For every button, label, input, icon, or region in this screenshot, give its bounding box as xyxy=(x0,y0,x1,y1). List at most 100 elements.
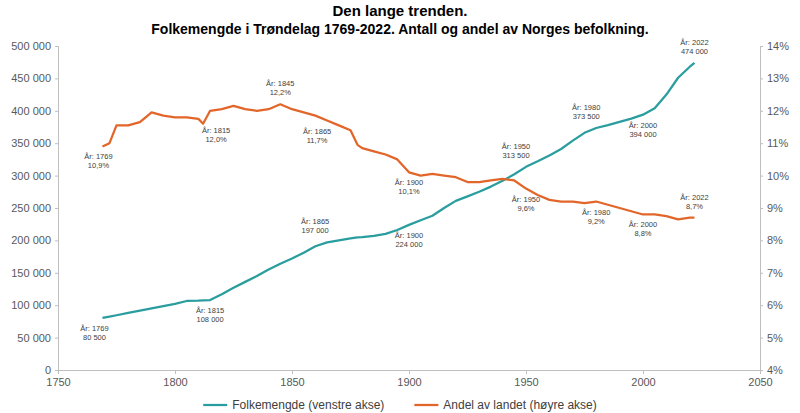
tick: 500 000 xyxy=(11,40,58,52)
tick-mark xyxy=(643,370,644,374)
tick-mark xyxy=(55,370,58,371)
annotation-line: 10,9% xyxy=(88,161,110,170)
tick-label: 500 000 xyxy=(11,40,51,52)
annotation-line: År: 1950 xyxy=(502,142,530,151)
tick-label: 0 xyxy=(45,364,51,376)
annotation: År: 19509,6% xyxy=(512,195,540,213)
tick: 8% xyxy=(760,234,783,246)
tick-mark xyxy=(760,338,763,339)
annotation-line: 8,8% xyxy=(634,229,651,238)
axis-line xyxy=(59,371,761,375)
chart-container: Den lange trenden. Folkemengde i Trøndela… xyxy=(0,0,800,413)
tick: 200 000 xyxy=(11,234,58,246)
tick-mark xyxy=(760,208,763,209)
tick-label: 350 000 xyxy=(11,137,51,149)
annotation-line: År: 1900 xyxy=(395,178,423,187)
tick: 2000 xyxy=(631,370,655,388)
annotation: År: 2022474 000 xyxy=(680,38,708,56)
annotation-line: 10,1% xyxy=(398,187,420,196)
annotation: År: 1950313 500 xyxy=(502,142,530,160)
annotations: År: 176980 500År: 1815108 000År: 1865197… xyxy=(80,38,708,342)
tick-mark xyxy=(55,208,58,209)
tick-label: 10% xyxy=(767,170,789,182)
annotation-line: År: 2022 xyxy=(680,38,708,47)
annotation: År: 184512,2% xyxy=(266,79,294,97)
tick-label: 200 000 xyxy=(11,234,51,246)
legend-swatch xyxy=(203,404,227,406)
legend-label: Folkemengde (venstre akse) xyxy=(232,398,384,412)
tick-mark xyxy=(760,176,763,177)
annotation-line: 313 500 xyxy=(502,151,529,160)
tick-mark xyxy=(55,240,58,241)
tick: 150 000 xyxy=(11,267,58,279)
tick-mark xyxy=(55,78,58,79)
annotation-line: 12,2% xyxy=(270,88,292,97)
annotation: År: 20228,7% xyxy=(680,193,708,211)
tick-label: 450 000 xyxy=(11,72,51,84)
annotation-line: År: 1950 xyxy=(512,195,540,204)
annotation-line: 224 000 xyxy=(395,240,422,249)
annotation-line: År: 2022 xyxy=(680,193,708,202)
annotation-line: 11,7% xyxy=(307,136,328,145)
tick: 1800 xyxy=(163,370,187,388)
tick-mark xyxy=(55,111,58,112)
tick: 9% xyxy=(760,202,783,214)
annotation: År: 176980 500 xyxy=(80,324,108,342)
tick: 12% xyxy=(760,105,789,117)
tick-label: 400 000 xyxy=(11,105,51,117)
tick-label: 7% xyxy=(767,267,783,279)
annotation-line: 197 000 xyxy=(302,226,329,235)
axis-line xyxy=(55,47,59,371)
tick: 11% xyxy=(760,137,788,149)
tick: 400 000 xyxy=(11,105,58,117)
tick: 300 000 xyxy=(11,170,58,182)
annotation-line: 80 500 xyxy=(83,333,106,342)
tick-label: 1850 xyxy=(280,376,304,388)
tick-label: 100 000 xyxy=(11,299,51,311)
tick: 4% xyxy=(760,364,783,376)
tick-label: 1900 xyxy=(397,376,421,388)
legend-item: Folkemengde (venstre akse) xyxy=(203,398,384,412)
tick-mark xyxy=(760,111,763,112)
tick-label: 1800 xyxy=(163,376,187,388)
tick-mark xyxy=(55,305,58,306)
tick-label: 8% xyxy=(767,234,783,246)
tick-mark xyxy=(409,370,410,374)
tick-label: 6% xyxy=(767,299,783,311)
annotation-line: År: 1769 xyxy=(80,324,108,333)
chart-svg: Den lange trenden. Folkemengde i Trøndela… xyxy=(0,0,800,413)
tick: 1900 xyxy=(397,370,421,388)
title: Den lange trenden. xyxy=(332,2,467,19)
tick: 1850 xyxy=(280,370,304,388)
annotation-line: 373 500 xyxy=(573,112,600,121)
annotation-line: 108 000 xyxy=(197,315,224,324)
tick: 13% xyxy=(760,72,789,84)
tick-label: 13% xyxy=(767,72,789,84)
tick: 5% xyxy=(760,332,783,344)
annotation-line: År: 1900 xyxy=(395,231,423,240)
tick-label: 300 000 xyxy=(11,170,51,182)
annotation-line: År: 1815 xyxy=(196,306,224,315)
tick-mark xyxy=(292,370,293,374)
annotation-line: År: 1865 xyxy=(301,217,329,226)
tick: 1950 xyxy=(514,370,538,388)
subtitle: Folkemengde i Trøndelag 1769-2022. Antal… xyxy=(151,21,648,37)
tick-label: 2050 xyxy=(748,376,772,388)
annotation-line: År: 1845 xyxy=(266,79,294,88)
line-series xyxy=(102,63,694,318)
annotation: År: 190010,1% xyxy=(395,178,423,196)
tick-label: 11% xyxy=(767,137,788,149)
annotation: År: 181512,0% xyxy=(202,126,230,144)
annotation: År: 19809,2% xyxy=(582,208,610,226)
axis-y2ticks: 4%5%6%7%8%9%10%11%12%13%14% xyxy=(760,40,789,376)
tick-mark xyxy=(526,370,527,374)
tick-mark xyxy=(55,176,58,177)
legend-item: Andel av landet (høyre akse) xyxy=(414,398,596,412)
tick-mark xyxy=(760,370,763,371)
tick: 350 000 xyxy=(11,137,58,149)
annotation-line: År: 2000 xyxy=(629,121,657,130)
plot-area xyxy=(102,63,694,318)
annotation-line: År: 1815 xyxy=(202,126,230,135)
tick-label: 12% xyxy=(767,105,789,117)
tick-mark xyxy=(760,305,763,306)
